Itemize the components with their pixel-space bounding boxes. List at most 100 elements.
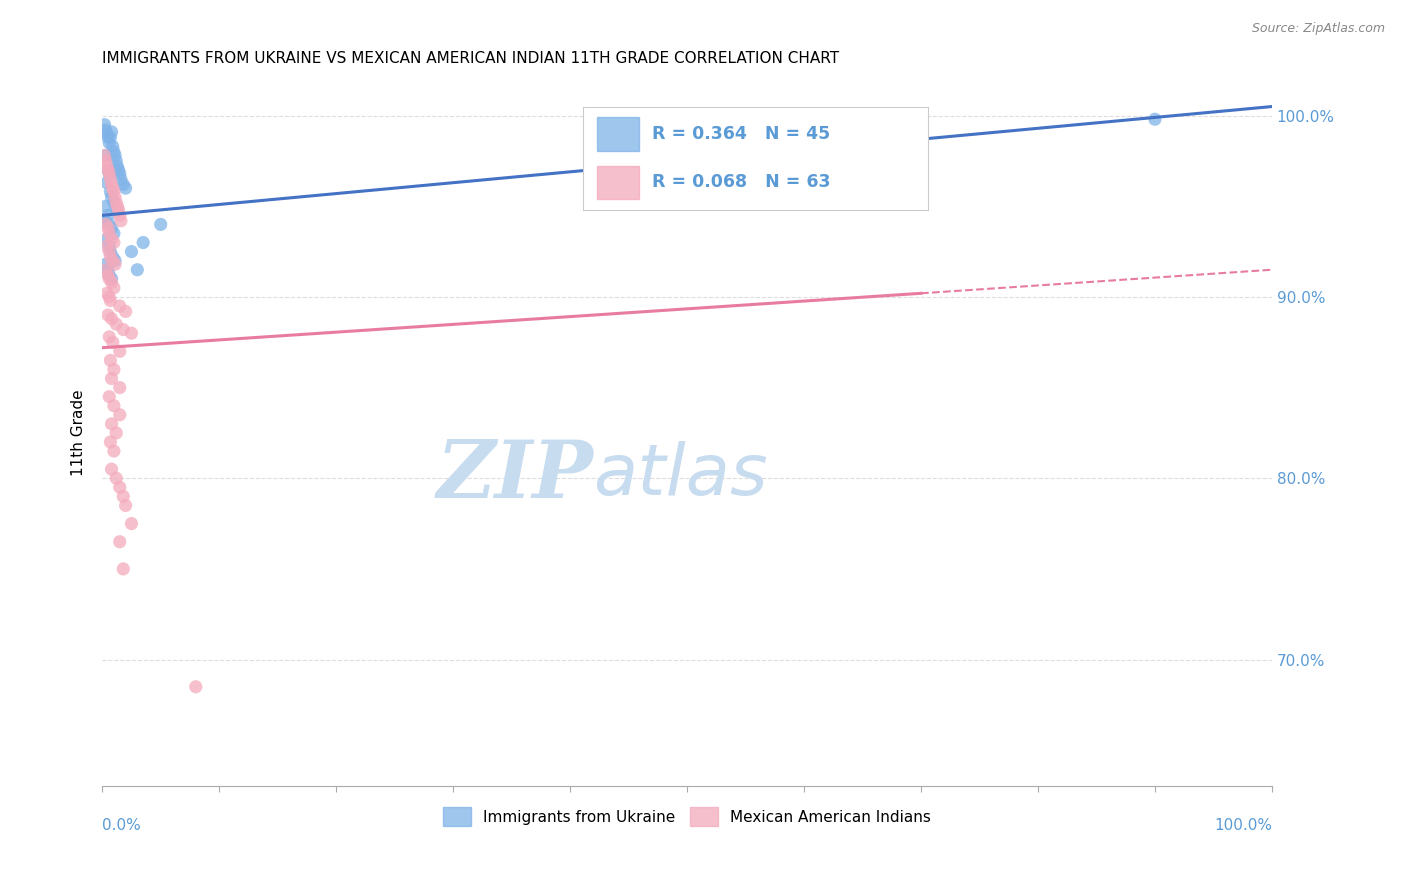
- Point: [114, 181, 136, 195]
- Point: [103, 145, 125, 159]
- Point: [103, 399, 125, 413]
- Point: [104, 190, 127, 204]
- Point: [100, 272, 122, 286]
- Point: [101, 250, 124, 264]
- Point: [105, 202, 128, 217]
- Point: [97, 308, 120, 322]
- Point: [94, 148, 117, 162]
- Point: [97, 163, 120, 178]
- Point: [107, 163, 129, 178]
- Point: [105, 425, 128, 440]
- Point: [100, 462, 122, 476]
- Point: [98, 218, 121, 232]
- Text: 0.0%: 0.0%: [103, 818, 141, 833]
- Point: [101, 253, 124, 268]
- Point: [94, 123, 117, 137]
- Text: R = 0.364   N = 45: R = 0.364 N = 45: [652, 125, 831, 143]
- Point: [100, 250, 122, 264]
- Point: [97, 221, 120, 235]
- Point: [94, 262, 117, 277]
- Point: [103, 227, 125, 241]
- Point: [103, 195, 125, 210]
- Point: [103, 362, 125, 376]
- Point: [96, 286, 118, 301]
- Point: [98, 290, 121, 304]
- Text: R = 0.068   N = 63: R = 0.068 N = 63: [652, 173, 831, 191]
- Point: [98, 390, 121, 404]
- Point: [110, 172, 132, 186]
- Legend: Immigrants from Ukraine, Mexican American Indians: Immigrants from Ukraine, Mexican America…: [437, 801, 936, 832]
- Point: [94, 199, 117, 213]
- Point: [101, 139, 124, 153]
- Point: [100, 190, 122, 204]
- Point: [100, 353, 122, 368]
- Point: [100, 244, 122, 259]
- Point: [98, 136, 121, 150]
- Point: [93, 148, 115, 162]
- Point: [101, 181, 124, 195]
- Point: [100, 371, 122, 385]
- Point: [108, 208, 131, 222]
- Point: [98, 227, 121, 241]
- Point: [108, 408, 131, 422]
- Point: [100, 185, 122, 199]
- Point: [103, 444, 125, 458]
- Point: [120, 244, 142, 259]
- Point: [97, 163, 120, 178]
- Point: [120, 326, 142, 341]
- Point: [1143, 112, 1166, 127]
- Point: [98, 239, 121, 253]
- Text: 100.0%: 100.0%: [1213, 818, 1272, 833]
- Text: ZIP: ZIP: [437, 436, 593, 514]
- Point: [96, 232, 118, 246]
- Point: [114, 499, 136, 513]
- Point: [97, 208, 120, 222]
- Point: [104, 257, 127, 271]
- Point: [100, 172, 122, 186]
- Point: [108, 381, 131, 395]
- Text: IMMIGRANTS FROM UKRAINE VS MEXICAN AMERICAN INDIAN 11TH GRADE CORRELATION CHART: IMMIGRANTS FROM UKRAINE VS MEXICAN AMERI…: [103, 51, 839, 66]
- Point: [100, 232, 122, 246]
- Point: [98, 272, 121, 286]
- Point: [100, 417, 122, 431]
- Point: [100, 221, 122, 235]
- Point: [105, 195, 128, 210]
- Point: [94, 218, 117, 232]
- Point: [103, 235, 125, 250]
- Point: [94, 257, 117, 271]
- Point: [149, 218, 172, 232]
- Point: [104, 253, 127, 268]
- Point: [98, 167, 121, 181]
- Point: [103, 185, 125, 199]
- Point: [112, 178, 135, 192]
- Bar: [598, 118, 638, 151]
- Point: [94, 153, 117, 168]
- Point: [127, 262, 149, 277]
- Point: [107, 199, 129, 213]
- Point: [93, 214, 115, 228]
- Point: [120, 516, 142, 531]
- Point: [97, 130, 120, 145]
- Point: [101, 335, 124, 350]
- Point: [96, 160, 118, 174]
- Point: [97, 262, 120, 277]
- Point: [114, 304, 136, 318]
- Point: [100, 434, 122, 449]
- Point: [112, 489, 135, 503]
- Point: [96, 127, 118, 141]
- Point: [108, 167, 131, 181]
- Point: [100, 130, 122, 145]
- Point: [108, 344, 131, 359]
- Point: [107, 160, 129, 174]
- Point: [96, 239, 118, 253]
- Point: [104, 148, 127, 162]
- Point: [98, 244, 121, 259]
- Point: [108, 299, 131, 313]
- Point: [100, 293, 122, 308]
- Point: [105, 471, 128, 485]
- Point: [100, 178, 122, 192]
- Point: [93, 118, 115, 132]
- Point: [97, 268, 120, 282]
- Point: [107, 202, 129, 217]
- Text: Source: ZipAtlas.com: Source: ZipAtlas.com: [1251, 22, 1385, 36]
